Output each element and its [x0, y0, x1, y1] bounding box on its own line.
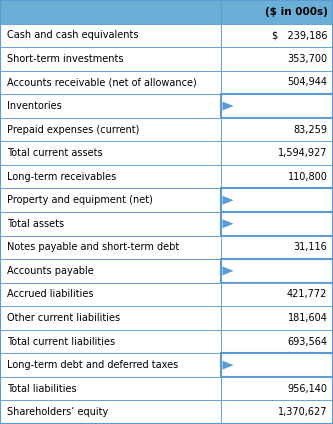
Bar	[0, 71, 221, 94]
Text: Total current assets: Total current assets	[7, 148, 102, 158]
Bar	[221, 118, 333, 141]
Text: Long-term receivables: Long-term receivables	[7, 172, 116, 181]
Bar	[221, 24, 333, 47]
Bar	[0, 188, 221, 212]
Bar	[221, 306, 333, 330]
Text: 1,594,927: 1,594,927	[278, 148, 327, 158]
Text: Short-term investments: Short-term investments	[7, 54, 123, 64]
Bar	[221, 47, 333, 71]
Text: 693,564: 693,564	[287, 337, 327, 346]
Polygon shape	[222, 361, 234, 370]
Bar	[0, 236, 221, 259]
Bar	[221, 259, 333, 283]
Text: Prepaid expenses (current): Prepaid expenses (current)	[7, 125, 139, 134]
Bar	[221, 353, 333, 377]
Text: 83,259: 83,259	[293, 125, 327, 134]
Text: 31,116: 31,116	[294, 243, 327, 252]
Text: Accounts receivable (net of allowance): Accounts receivable (net of allowance)	[7, 78, 196, 87]
Text: Shareholders’ equity: Shareholders’ equity	[7, 407, 108, 417]
Text: 1,370,627: 1,370,627	[278, 407, 327, 417]
Bar	[0, 259, 221, 283]
Text: 353,700: 353,700	[287, 54, 327, 64]
Bar	[221, 377, 333, 400]
Bar	[0, 377, 221, 400]
Bar	[0, 0, 221, 24]
Text: Property and equipment (net): Property and equipment (net)	[7, 195, 153, 205]
Bar	[0, 94, 221, 118]
Bar	[0, 47, 221, 71]
Text: 421,772: 421,772	[287, 290, 327, 299]
Bar	[221, 94, 333, 118]
Bar	[0, 24, 221, 47]
Text: Total assets: Total assets	[7, 219, 64, 229]
Text: Cash and cash equivalents: Cash and cash equivalents	[7, 31, 138, 40]
Bar	[0, 283, 221, 306]
Polygon shape	[222, 266, 234, 275]
Bar	[0, 330, 221, 353]
Bar	[221, 188, 333, 212]
Polygon shape	[222, 101, 234, 111]
Text: Other current liabilities: Other current liabilities	[7, 313, 120, 323]
Text: Notes payable and short-term debt: Notes payable and short-term debt	[7, 243, 179, 252]
Bar	[0, 400, 221, 424]
Bar	[221, 330, 333, 353]
Polygon shape	[222, 196, 234, 205]
Bar	[221, 71, 333, 94]
Text: $   239,186: $ 239,186	[272, 31, 327, 40]
Text: 504,944: 504,944	[287, 78, 327, 87]
Text: Total liabilities: Total liabilities	[7, 384, 76, 393]
Text: 181,604: 181,604	[288, 313, 327, 323]
Bar	[221, 400, 333, 424]
Bar	[221, 141, 333, 165]
Bar	[221, 283, 333, 306]
Text: 956,140: 956,140	[287, 384, 327, 393]
Bar	[0, 141, 221, 165]
Text: Total current liabilities: Total current liabilities	[7, 337, 115, 346]
Text: Inventories: Inventories	[7, 101, 61, 111]
Polygon shape	[222, 219, 234, 228]
Bar	[221, 212, 333, 236]
Bar	[221, 0, 333, 24]
Text: 110,800: 110,800	[288, 172, 327, 181]
Bar	[221, 236, 333, 259]
Bar	[0, 306, 221, 330]
Bar	[0, 353, 221, 377]
Bar	[221, 165, 333, 188]
Text: Long-term debt and deferred taxes: Long-term debt and deferred taxes	[7, 360, 178, 370]
Bar	[0, 165, 221, 188]
Bar	[0, 118, 221, 141]
Text: Accounts payable: Accounts payable	[7, 266, 93, 276]
Bar	[0, 212, 221, 236]
Text: ($ in 000s): ($ in 000s)	[264, 7, 327, 17]
Text: Accrued liabilities: Accrued liabilities	[7, 290, 93, 299]
